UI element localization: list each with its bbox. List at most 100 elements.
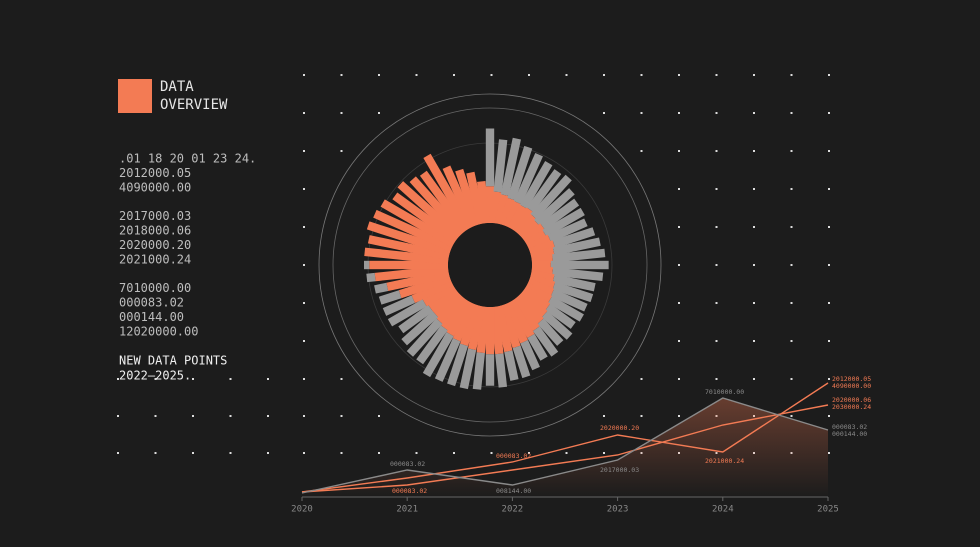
radial-bar-segment [387,299,427,327]
title-swatch [118,79,152,113]
grid-dot [267,415,269,417]
grid-dot [828,226,830,228]
radial-bar-segment [409,176,466,237]
radial-bar-segment [540,198,580,231]
grid-dot [640,74,643,76]
line-series [301,382,829,493]
grid-dot [753,112,755,114]
radial-bar-segment [493,139,508,193]
grid-dot [790,264,793,266]
x-tick-label: 2020 [291,505,313,515]
point-label: 000083.02 [390,460,425,468]
grid-dot [828,452,830,454]
radial-bar-segment [552,267,604,282]
grid-dot [828,188,830,190]
grid-dot [229,452,232,454]
grid-dot [828,112,830,114]
radial-bar-segment [446,299,473,337]
radial-bar-segment [374,282,389,294]
radial-bar-segment [485,307,495,355]
point-label: 000083.02 [496,452,531,460]
inner-ring [332,107,648,423]
point-label: 2021000.24 [705,457,744,465]
radial-bar-segment [504,350,519,381]
grid-dot [678,415,680,417]
radial-bar-segment [419,170,469,234]
radial-bar-segment [374,265,449,282]
grid-dot [753,226,755,228]
grid-dot [453,452,455,454]
radial-bar-segment [541,311,573,340]
grid-dot [117,415,119,417]
radial-bar-segment [477,181,490,224]
grid-dot [828,74,830,76]
title-line: DATA [160,79,194,95]
radial-bar-segment [526,278,555,297]
radial-bar-segment [520,340,540,371]
grid-dot [753,302,755,304]
grid-dot [303,340,305,342]
grid-dot [303,452,305,454]
radial-bar-segment [485,128,495,187]
grid-dot [678,150,680,152]
grid-dot [640,112,643,114]
radial-bar-segment [521,286,551,311]
radial-bar-segment [442,165,477,229]
point-label: 2017000.03 [600,466,639,474]
grid-dot [753,264,755,266]
point-label: 000083.02 [832,423,867,431]
grid-dot [192,452,194,454]
radial-bar-segment [530,174,572,220]
grid-dot [828,150,830,152]
x-tick-label: 2021 [396,505,418,515]
point-label: 2012000.05 [832,375,871,383]
grid-dot [303,378,305,380]
point-label: 4090000.00 [832,382,871,390]
grid-dot [154,452,157,454]
grid-dot [715,378,718,380]
radial-bar-segment [369,260,448,270]
radial-bar-segment [503,200,522,229]
x-tick-label: 2022 [502,505,524,515]
grid-dot [678,378,680,380]
grid-dot [340,415,343,417]
grid-dot [267,378,269,380]
grid-dot [229,415,232,417]
grid-dot [828,340,830,342]
radial-bar-segment [537,318,564,346]
x-tick-label: 2025 [817,505,839,515]
radial-bar-segment [428,286,459,312]
grid-dot [528,74,530,76]
radial-bar-segment [440,296,469,331]
grid-dot [490,74,493,76]
radial-bar-segment [485,354,495,386]
grid-dot [117,452,119,454]
radial-bar-segment [432,289,462,318]
grid-dot [603,452,605,454]
grid-dot [303,150,305,152]
radial-bar-segment [552,227,596,249]
point-label: 7010000.00 [705,388,744,396]
radial-bar-segment [423,153,473,231]
grid-dot [678,188,680,190]
grid-dot [715,264,718,266]
radial-bar-segment [550,288,588,312]
radial-bar-segment [507,145,533,201]
side-number: 12020000.00 [119,324,198,338]
grid-dot [340,74,343,76]
side-note: 2022–2025. [119,369,191,383]
radial-bar-segment [526,169,562,213]
grid-dot [192,415,194,417]
radial-bar-segment [547,296,584,322]
side-number: 000144.00 [119,310,184,324]
grid-dot [753,74,755,76]
side-number: 2021000.24 [119,252,191,266]
radial-bar-segment [532,326,559,357]
grid-dot [340,452,343,454]
side-number: 2017000.03 [119,209,191,223]
grid-dot [603,415,605,417]
radial-bar-segment [528,273,556,290]
title-line: OVERVIEW [160,97,228,113]
point-label: 2020000.06 [832,396,871,404]
